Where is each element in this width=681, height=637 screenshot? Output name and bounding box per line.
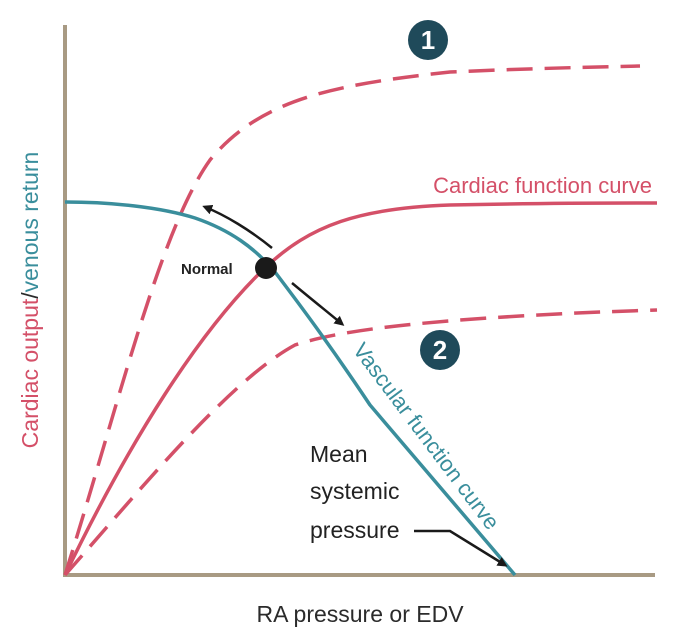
- y-axis-label-sep: /: [17, 292, 43, 299]
- msp-label-line-3: pressure: [310, 517, 399, 543]
- cardiac-curve-label: Cardiac function curve: [433, 173, 652, 198]
- arrow-up-left: [202, 204, 273, 249]
- vascular-curve-label: Vascular function curve: [348, 338, 505, 534]
- vascular-function-curve: [64, 200, 517, 577]
- badge-2: 2: [420, 330, 460, 370]
- cardiac-curve-decreased: [63, 308, 658, 577]
- normal-point: [255, 257, 277, 279]
- cardiac-function-curve: [63, 201, 658, 576]
- badge-1-text: 1: [421, 25, 435, 55]
- y-axis-label: Cardiac output/venous return: [17, 152, 43, 449]
- y-axis-label-part1: Cardiac output: [17, 298, 43, 448]
- arrow-down-right: [291, 282, 345, 326]
- cardiac-curve-increased: [63, 64, 641, 576]
- x-axis-label: RA pressure or EDV: [256, 601, 464, 627]
- msp-label-line-2: systemic: [310, 478, 399, 504]
- badge-1: 1: [408, 20, 448, 60]
- badge-2-text: 2: [433, 335, 447, 365]
- msp-arrow: [414, 529, 508, 567]
- y-axis-label-part2: venous return: [17, 152, 43, 293]
- msp-label-line-1: Mean: [310, 441, 368, 467]
- normal-point-label: Normal: [181, 261, 233, 278]
